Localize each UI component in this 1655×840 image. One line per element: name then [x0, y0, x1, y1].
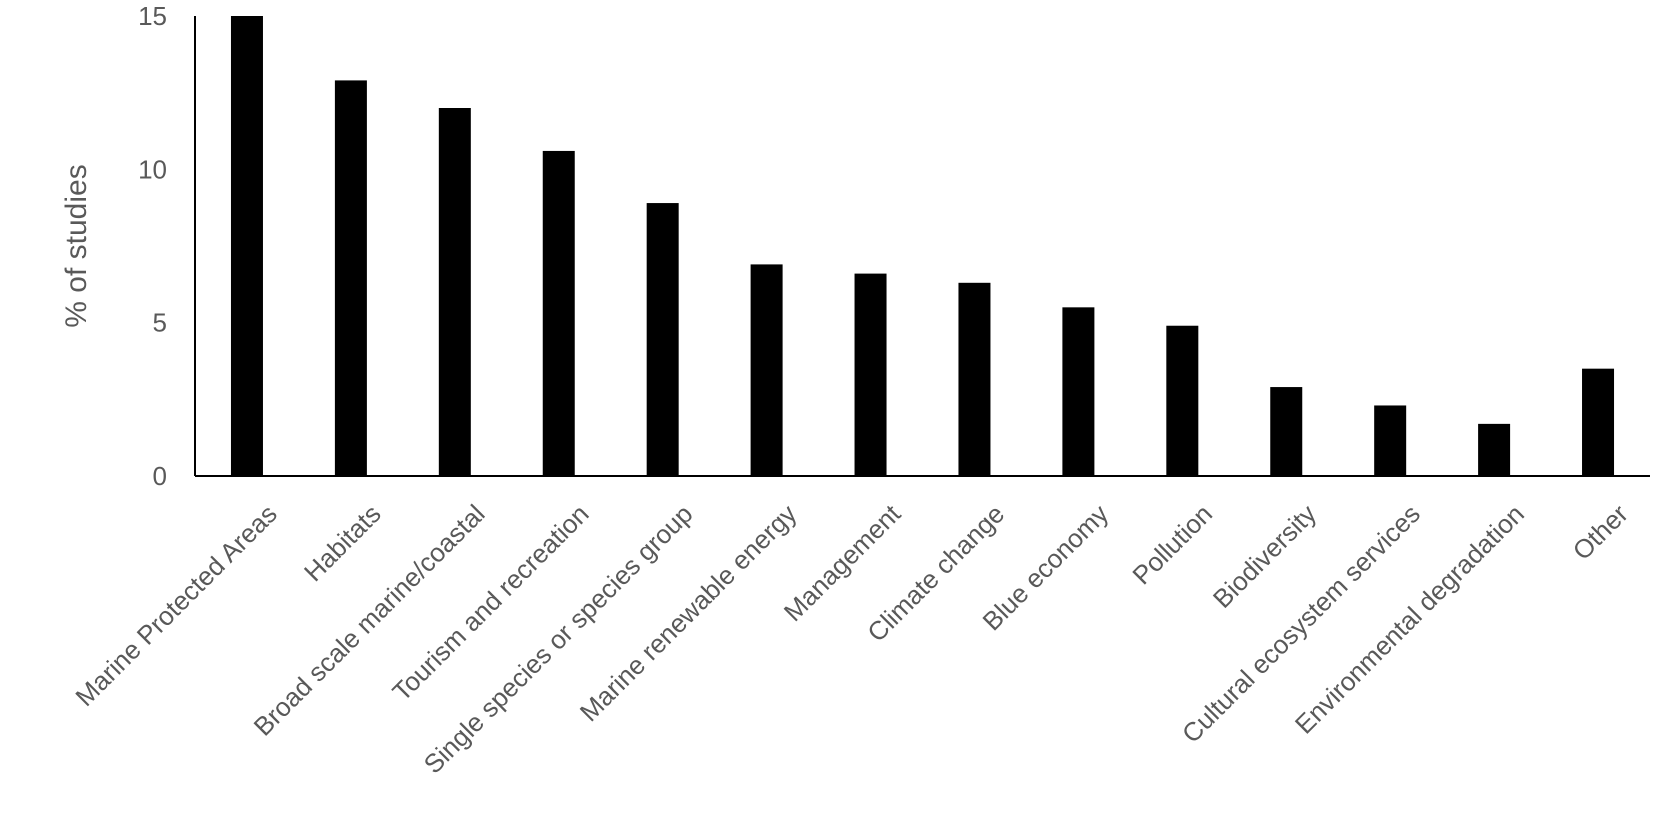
bar-5	[646, 203, 679, 477]
y-tick-label: 5	[153, 308, 167, 338]
bar-8	[958, 282, 991, 476]
axes-group	[194, 16, 1650, 477]
x-category-label: Pollution	[1126, 499, 1218, 591]
x-category-label: Tourism and recreation	[386, 499, 594, 707]
x-category-label: Habitats	[298, 499, 387, 588]
y-tick-label: 0	[153, 461, 167, 491]
bars-group	[230, 16, 1615, 477]
bar-7	[854, 273, 887, 476]
bar-3	[438, 108, 471, 476]
x-category-label: Other	[1567, 498, 1634, 565]
y-tick-labels: 0 5 10 15	[138, 1, 167, 491]
bar-10	[1166, 325, 1199, 476]
bar-13	[1478, 423, 1511, 476]
bar-12	[1374, 405, 1407, 476]
x-category-label: Biodiversity	[1207, 499, 1322, 614]
bar-14	[1582, 368, 1615, 476]
y-tick-label: 15	[138, 1, 167, 31]
bar-2	[334, 80, 367, 477]
x-category-label: Marine Protected Areas	[69, 499, 282, 712]
y-tick-label: 10	[138, 154, 167, 184]
bar-9	[1062, 307, 1095, 476]
bar-6	[750, 264, 783, 476]
y-axis-title: % of studies	[60, 164, 93, 327]
bar-11	[1270, 387, 1303, 476]
bar-1	[230, 16, 263, 476]
x-category-label: Marine renewable energy	[574, 499, 803, 728]
bar-4	[542, 150, 575, 476]
